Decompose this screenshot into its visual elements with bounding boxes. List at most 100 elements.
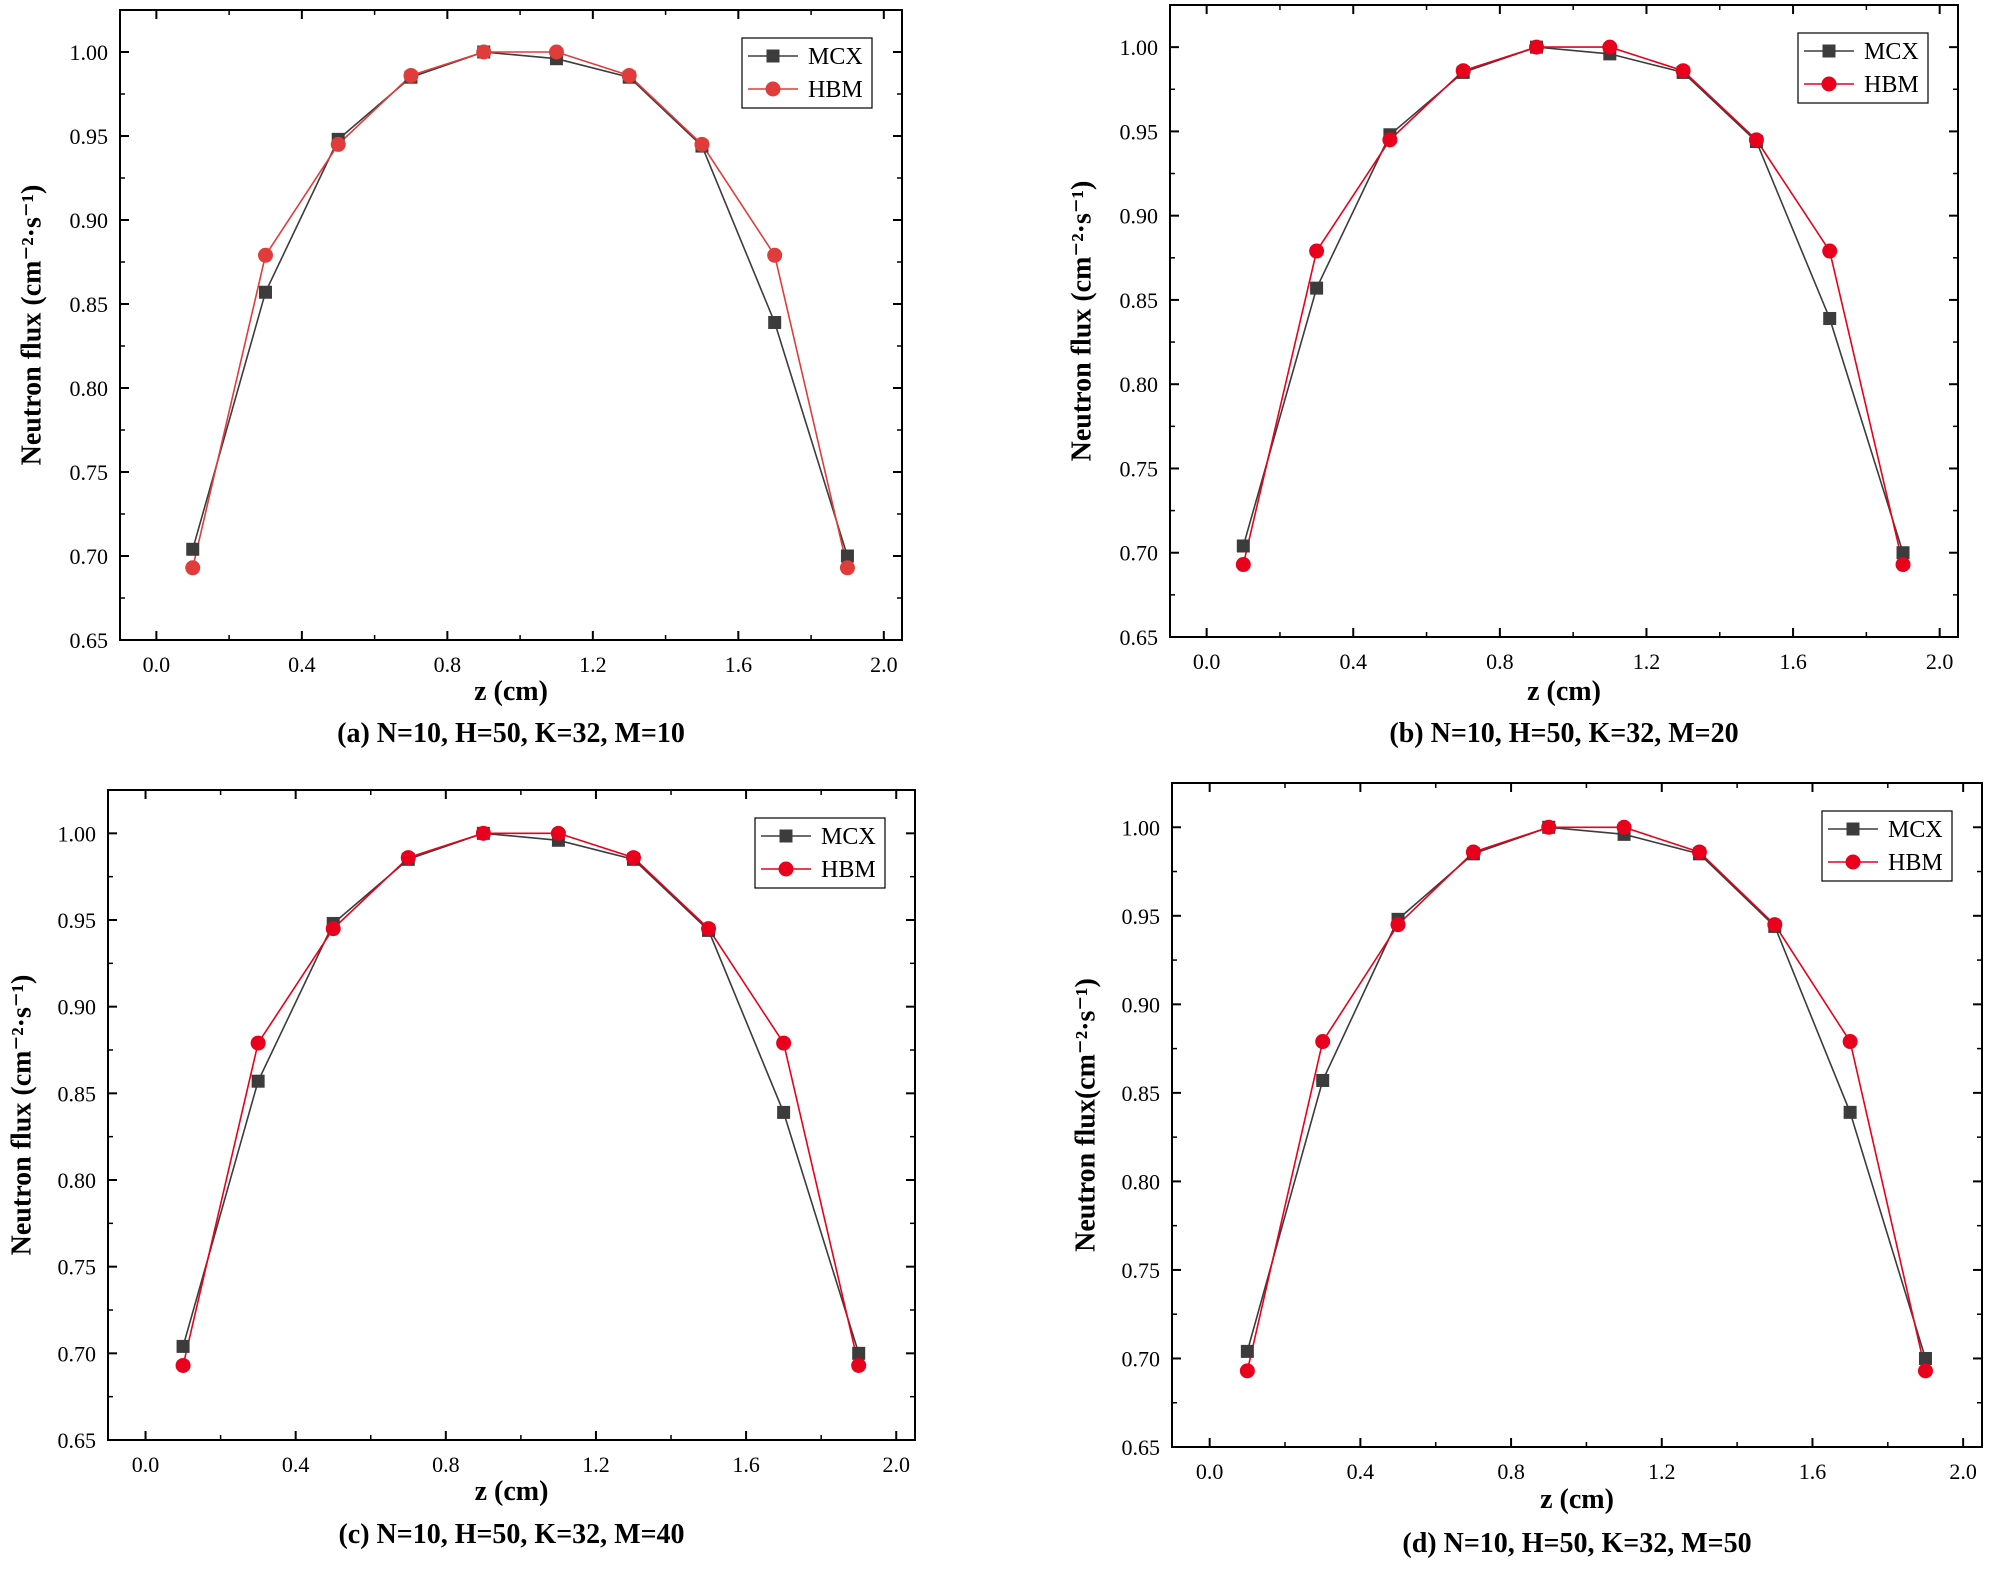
y-tick-label: 1.00 <box>1120 35 1159 60</box>
data-point-mcx <box>852 1346 866 1360</box>
x-tick-label: 1.6 <box>725 652 753 677</box>
y-tick-label: 0.70 <box>70 544 109 569</box>
x-axis-title: z (cm) <box>1527 676 1601 707</box>
legend: MCX HBM <box>1797 32 1929 104</box>
y-tick-label: 0.75 <box>1120 456 1159 481</box>
data-point-hbm <box>1748 132 1764 148</box>
plot-frame <box>119 9 903 641</box>
x-tick-label: 0.8 <box>1486 649 1514 674</box>
x-tick-label: 1.2 <box>1633 649 1661 674</box>
plot-frame <box>107 789 916 1441</box>
data-point-hbm <box>257 247 273 263</box>
y-tick-label: 0.95 <box>1120 119 1159 144</box>
x-tick-label: 0.4 <box>288 652 316 677</box>
series-line-mcx <box>191 51 849 557</box>
data-point-mcx <box>1236 539 1250 553</box>
y-tick-label: 0.85 <box>1120 288 1159 313</box>
data-point-hbm <box>400 850 416 866</box>
legend-label-mcx: MCX <box>1864 39 1919 65</box>
data-point-hbm <box>1309 243 1325 259</box>
data-point-mcx <box>1310 281 1324 295</box>
data-point-hbm <box>1691 844 1707 860</box>
data-point-mcx <box>1240 1344 1254 1358</box>
plot-frame <box>1171 782 1983 1448</box>
data-point-mcx <box>1316 1073 1330 1087</box>
series-line-hbm <box>1242 46 1904 565</box>
y-tick-label: 1.00 <box>1122 815 1161 840</box>
x-tick-label: 0.8 <box>432 1452 460 1477</box>
legend-marker-mcx <box>1822 44 1836 58</box>
legend-marker-hbm <box>778 861 794 877</box>
y-tick-label: 0.65 <box>1120 625 1159 650</box>
data-point-hbm <box>476 44 492 60</box>
data-point-mcx <box>258 285 272 299</box>
y-tick-label: 0.80 <box>1120 372 1159 397</box>
panel-caption: (d) N=10, H=50, K=32, M=50 <box>1402 1528 1751 1559</box>
x-tick-label: 2.0 <box>1926 649 1954 674</box>
x-tick-label: 1.2 <box>582 1452 610 1477</box>
data-point-hbm <box>839 560 855 576</box>
data-point-hbm <box>550 825 566 841</box>
data-point-mcx <box>1843 1105 1857 1119</box>
y-tick-label: 0.75 <box>1122 1258 1161 1283</box>
y-tick-label: 0.90 <box>58 995 97 1020</box>
data-point-hbm <box>1382 132 1398 148</box>
y-tick-label: 0.70 <box>58 1341 97 1366</box>
data-point-hbm <box>1895 557 1911 573</box>
panel-caption: (a) N=10, H=50, K=32, M=10 <box>337 718 685 749</box>
panel-caption: (c) N=10, H=50, K=32, M=40 <box>338 1519 684 1550</box>
data-point-mcx <box>1918 1351 1932 1365</box>
y-tick-label: 0.75 <box>58 1255 97 1280</box>
data-point-hbm <box>548 44 564 60</box>
y-tick-label: 0.80 <box>58 1168 97 1193</box>
data-point-hbm <box>767 247 783 263</box>
legend: MCX HBM <box>1821 810 1953 882</box>
data-point-mcx <box>768 315 782 329</box>
data-point-hbm <box>185 560 201 576</box>
data-point-hbm <box>1315 1034 1331 1050</box>
y-tick-label: 0.70 <box>1120 541 1159 566</box>
x-tick-label: 0.8 <box>434 652 462 677</box>
data-point-hbm <box>1529 39 1545 55</box>
data-point-hbm <box>625 850 641 866</box>
y-axis-title: Neutron flux(cm⁻²·s⁻¹) <box>1071 978 1102 1252</box>
data-point-hbm <box>475 825 491 841</box>
data-point-mcx <box>1896 546 1910 560</box>
data-point-hbm <box>701 921 717 937</box>
data-point-hbm <box>1455 63 1471 79</box>
data-point-mcx <box>1823 311 1837 325</box>
y-tick-label: 1.00 <box>70 40 109 65</box>
legend-box <box>754 817 886 889</box>
data-point-hbm <box>1239 1363 1255 1379</box>
legend: MCX HBM <box>741 37 873 109</box>
x-tick-label: 2.0 <box>882 1452 910 1477</box>
legend-label-hbm: HBM <box>1864 72 1919 98</box>
legend-marker-hbm <box>1845 854 1861 870</box>
y-tick-label: 0.85 <box>70 292 109 317</box>
legend-label-hbm: HBM <box>821 857 876 883</box>
legend-label-mcx: MCX <box>808 44 863 70</box>
data-point-hbm <box>1767 917 1783 933</box>
data-point-hbm <box>1822 243 1838 259</box>
chart-panel-a: 0.0 0.4 0.8 1.2 1.6 2.0 0.65 0.70 0.75 0.80 0.85 0.… <box>17 9 903 749</box>
y-tick-label: 0.70 <box>1122 1346 1161 1371</box>
x-tick-label: 1.6 <box>732 1452 760 1477</box>
data-point-hbm <box>1390 917 1406 933</box>
series-line-mcx <box>182 832 860 1354</box>
data-point-hbm <box>1602 39 1618 55</box>
data-point-hbm <box>325 921 341 937</box>
data-point-hbm <box>250 1035 266 1051</box>
y-tick-label: 0.65 <box>58 1428 97 1453</box>
y-tick-label: 0.90 <box>70 208 109 233</box>
legend-marker-mcx <box>779 829 793 843</box>
data-point-hbm <box>851 1357 867 1373</box>
data-point-hbm <box>621 68 637 84</box>
x-tick-label: 1.6 <box>1799 1459 1827 1484</box>
legend-marker-mcx <box>1846 822 1860 836</box>
legend: MCX HBM <box>754 817 886 889</box>
x-tick-label: 0.0 <box>132 1452 160 1477</box>
y-tick-label: 0.95 <box>70 124 109 149</box>
y-axis-title: Neutron flux (cm⁻²·s⁻¹) <box>17 185 48 466</box>
x-tick-label: 1.6 <box>1779 649 1807 674</box>
